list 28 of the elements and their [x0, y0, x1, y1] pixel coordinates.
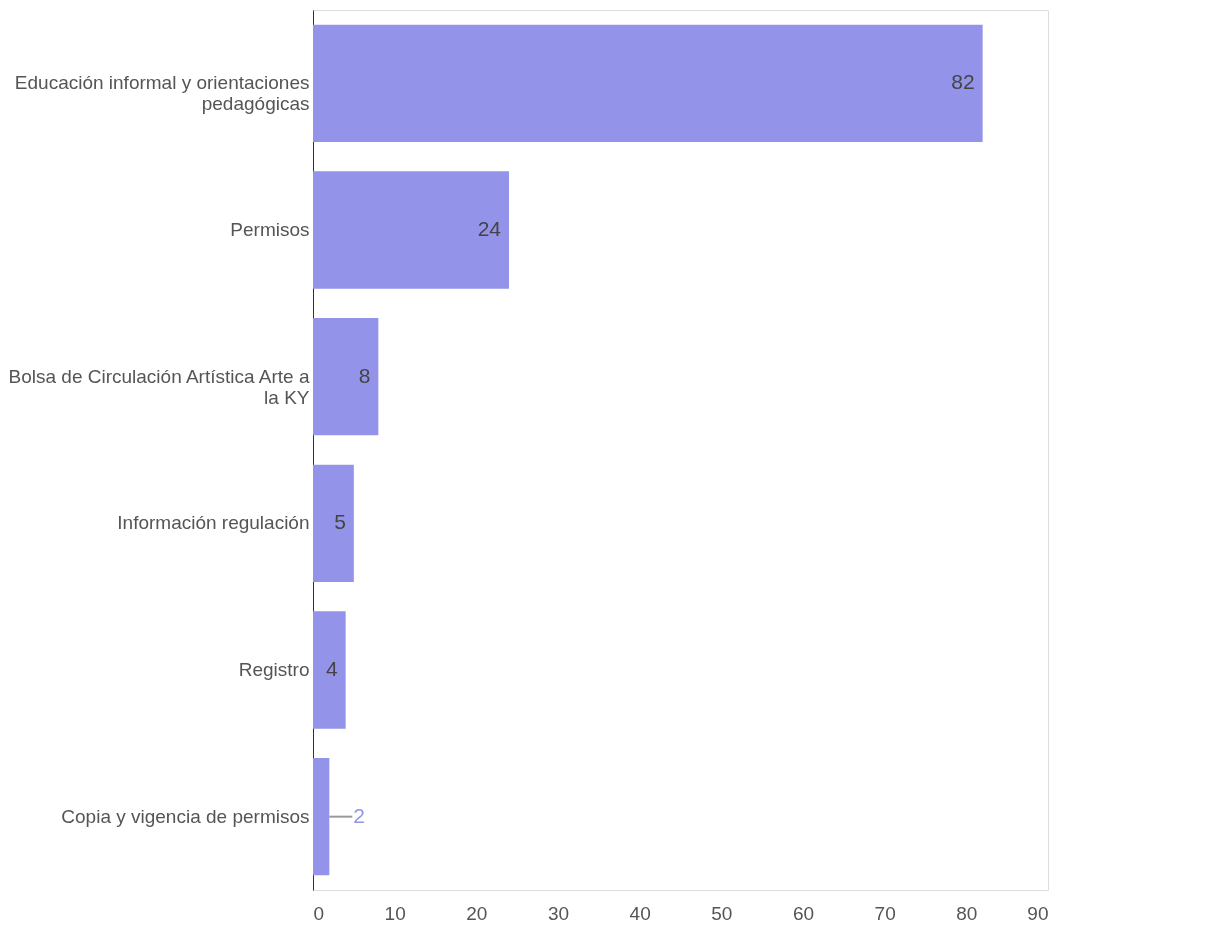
bar: [313, 24, 983, 142]
y-tick-label: Bolsa de Circulación Artística Arte a la KY: [8, 365, 310, 408]
bar: [313, 758, 330, 876]
data-label: 82: [951, 70, 975, 94]
y-tick-label: Permisos: [230, 219, 310, 240]
bar: [313, 318, 379, 436]
x-tick-label: 80: [956, 902, 978, 924]
x-tick-label: 30: [547, 902, 570, 924]
bar: [313, 464, 354, 582]
data-label: 24: [477, 217, 502, 240]
x-tick-label: 20: [466, 902, 488, 924]
data-label: 8: [358, 363, 371, 387]
x-tick-label: 60: [792, 902, 815, 924]
x-tick-label: 10: [384, 902, 406, 924]
data-label: 2: [353, 803, 366, 827]
x-tick-label: 40: [629, 902, 651, 924]
bar: [313, 171, 509, 289]
x-tick-label: 0: [313, 902, 325, 924]
x-tick-label: 50: [711, 902, 733, 924]
bar: [313, 611, 346, 729]
x-tick-label: 70: [874, 902, 896, 924]
x-tick-label: 90: [1027, 902, 1049, 924]
y-tick-label: Copia y vigencia de permisos: [61, 805, 310, 827]
y-tick-label: Registro: [238, 659, 310, 680]
data-label: 4: [325, 657, 338, 680]
y-tick-label: Información regulación: [117, 512, 310, 534]
data-label: 5: [334, 510, 346, 534]
y-tick-label: Educación informal y orientaciones pedagógicas: [14, 72, 310, 115]
